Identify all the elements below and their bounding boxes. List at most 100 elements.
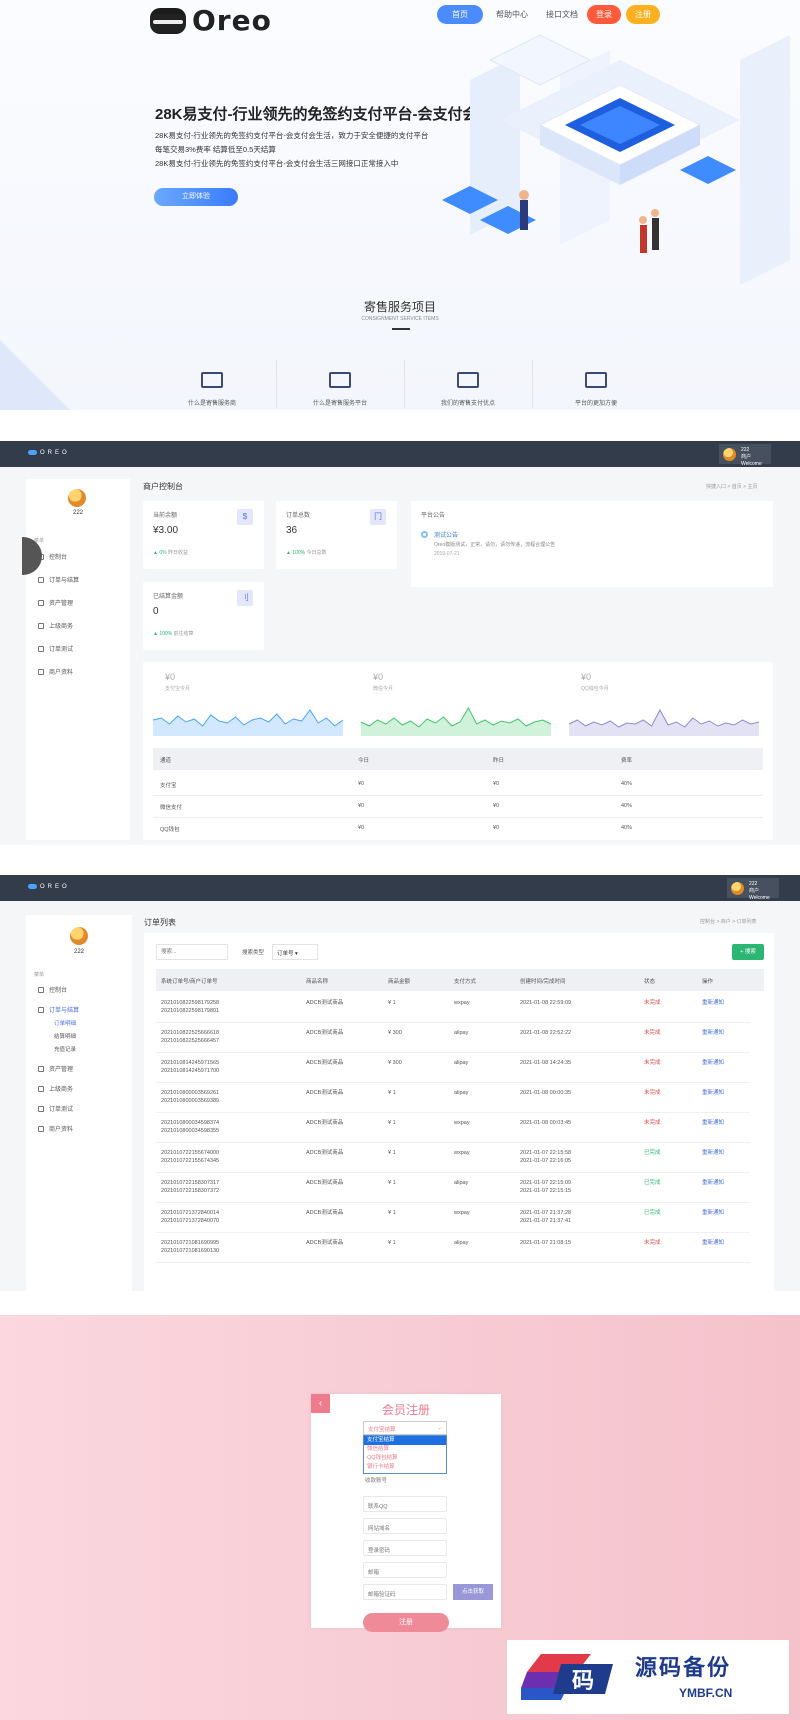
sidebar-subitem-order-detail[interactable]: 订单明细 [54, 1021, 77, 1027]
service-item-4[interactable]: 平台的更加方便 [532, 358, 660, 410]
sidebar-avatar [70, 927, 88, 945]
finished-time: 2021-01-07 21:37:41 [520, 1218, 572, 1224]
domain-field[interactable]: 网站域名 [363, 1518, 447, 1534]
cell-method: wxpay [454, 1150, 470, 1156]
cell-op[interactable]: 重新通知 [702, 1180, 725, 1186]
cell-op[interactable]: 重新通知 [702, 1000, 725, 1006]
brand-logo[interactable]: OREO [28, 884, 70, 890]
sidebar-item-order-test[interactable]: 订单测试 [38, 644, 73, 653]
email-code-field[interactable]: 邮箱验证码 [363, 1584, 447, 1600]
sidebar-label: 控制台 [49, 988, 68, 994]
cell-id1: 2021010722155674000 2021010722155674345 [161, 1149, 219, 1165]
sidebar-item-upline[interactable]: 上级商务 [38, 1084, 73, 1093]
watermark-en: YMBF.CN [679, 1686, 733, 1700]
back-arrow-icon[interactable]: ‹ [311, 1394, 330, 1413]
service-item-1[interactable]: 什么是寄售服务商 [148, 358, 276, 410]
cell-op[interactable]: 重新通知 [702, 1090, 725, 1096]
cell-name: ADCB测试商品 [306, 1090, 344, 1096]
list-icon [38, 577, 44, 584]
order-id: 2021010722155674000 [161, 1150, 220, 1156]
dropdown-option[interactable]: QQ钱包结算 [367, 1455, 398, 1461]
cell: 支付宝 [160, 783, 177, 789]
user-menu[interactable]: 222 商户 Welcome [719, 444, 771, 467]
nav-register[interactable]: 注册 [626, 5, 660, 24]
nav-help[interactable]: 帮助中心 [496, 10, 528, 19]
merchant-order-id: 2021010722158307372 [161, 1188, 220, 1194]
col-header: 商品名称 [306, 979, 329, 985]
cell-op[interactable]: 重新通知 [702, 1060, 725, 1066]
crumb-item[interactable]: 控制台 [700, 919, 716, 925]
filter-label: 搜索类型 [242, 950, 265, 956]
hero-cta-button[interactable]: 立即体验 [154, 188, 238, 206]
register-submit-button[interactable]: 注册 [363, 1613, 449, 1632]
nav-home[interactable]: 首页 [437, 5, 483, 24]
sidebar-subitem-settlement[interactable]: 结算明细 [54, 1034, 77, 1040]
crumb-item[interactable]: 首页 [731, 484, 742, 490]
qq-field[interactable]: 联系QQ [363, 1496, 447, 1512]
sidebar-item-assets[interactable]: 资产管理 [38, 1064, 73, 1073]
sidebar-item-order-test[interactable]: 订单测试 [38, 1104, 73, 1113]
sidebar-subitem-recharge[interactable]: 充值记录 [54, 1047, 77, 1053]
nav-docs[interactable]: 接口文档 [546, 10, 578, 19]
service-item-2[interactable]: 什么是寄售服务平台 [276, 358, 404, 410]
users-icon: ⺉ [237, 590, 253, 606]
cell-op[interactable]: 重新通知 [702, 1030, 725, 1036]
search-button[interactable]: + 搜索 [732, 944, 764, 960]
crumb-item[interactable]: 快捷入口 [706, 484, 727, 490]
dollar-icon: $ [237, 509, 253, 525]
table-row: QQ钱包 ¥0 ¥0 40% [153, 818, 763, 840]
brand-logo[interactable]: OREO [28, 450, 70, 456]
avatar [731, 882, 744, 895]
nav-login[interactable]: 登录 [587, 5, 621, 24]
hero-title: 28K易支付-行业领先的免签约支付平台-会支付会生活 [155, 106, 508, 123]
get-code-button[interactable]: 点击获取 [453, 1584, 493, 1600]
sidebar-item-dashboard[interactable]: 控制台 [38, 985, 67, 994]
cell-method: wxpay [454, 1210, 470, 1216]
sidebar-item-assets[interactable]: 资产管理 [38, 598, 73, 607]
cell-status: 已完成 [644, 1180, 661, 1186]
crumb-item[interactable]: 商户 [720, 919, 731, 925]
notice-link[interactable]: 测试公告 [434, 533, 459, 539]
page-title: 商户控制台 [143, 482, 183, 491]
sidebar-group-label: 菜单 [34, 972, 45, 978]
dropdown-option[interactable]: 微信结算 [367, 1446, 390, 1452]
sidebar-item-profile[interactable]: 商户资料 [38, 667, 73, 676]
dropdown-option[interactable]: 银行卡结算 [367, 1464, 395, 1470]
cell-op[interactable]: 重新通知 [702, 1210, 725, 1216]
kpi-label: 已结算金额 [153, 594, 184, 600]
search-input[interactable] [156, 944, 228, 960]
wallet-icon [38, 600, 44, 607]
oreo-logo-icon [150, 8, 186, 34]
sidebar-item-orders[interactable]: 订单与结算 [38, 1005, 79, 1014]
created-time: 2021-01-08 22:52:22 [520, 1030, 572, 1036]
spark-area [361, 708, 551, 736]
cell-op[interactable]: 重新通知 [702, 1150, 725, 1156]
cell-op[interactable]: 重新通知 [702, 1120, 725, 1126]
watermark-logo-icon: 码 [521, 1654, 613, 1700]
filter-select[interactable]: 订单号 ▾ [272, 944, 318, 960]
sidebar-item-upline[interactable]: 上级商务 [38, 621, 73, 630]
finished-time: 2021-01-07 22:16:05 [520, 1158, 572, 1164]
settlement-select[interactable]: 支付宝结算 ⌄ [363, 1421, 447, 1435]
user-menu[interactable]: 222 商户 Welcome [727, 878, 779, 901]
cell-t1: 2021-01-08 14:24:35 [520, 1059, 571, 1067]
cell-status: 未完成 [644, 1000, 661, 1006]
sidebar-item-dashboard[interactable]: 控制台 [38, 552, 67, 561]
sidebar-item-orders[interactable]: 订单与结算 [38, 575, 79, 584]
col-header: 通道 [160, 758, 172, 764]
service-item-3[interactable]: 我们的寄售支付优点 [404, 358, 532, 410]
dropdown-option[interactable]: 支付宝结算 [364, 1436, 446, 1445]
breadcrumb: 控制台 > 商户 > 订单列表 [700, 919, 757, 925]
sidebar-item-profile[interactable]: 商户资料 [38, 1124, 73, 1133]
col-header: 创建时间/完成时间 [520, 979, 566, 985]
sidebar-toggle[interactable] [22, 537, 42, 575]
services-divider [392, 328, 410, 330]
password-field[interactable]: 登录密码 [363, 1540, 447, 1556]
cell-t1: 2021-01-07 21:08:15 [520, 1239, 571, 1247]
cell-name: ADCB测试商品 [306, 1030, 344, 1036]
cell-name: ADCB测试商品 [306, 1180, 344, 1186]
kpi-value: 0 [153, 606, 159, 617]
email-field[interactable]: 邮箱 [363, 1562, 447, 1578]
cell-op[interactable]: 重新通知 [702, 1240, 725, 1246]
cell-status: 已完成 [644, 1150, 661, 1156]
